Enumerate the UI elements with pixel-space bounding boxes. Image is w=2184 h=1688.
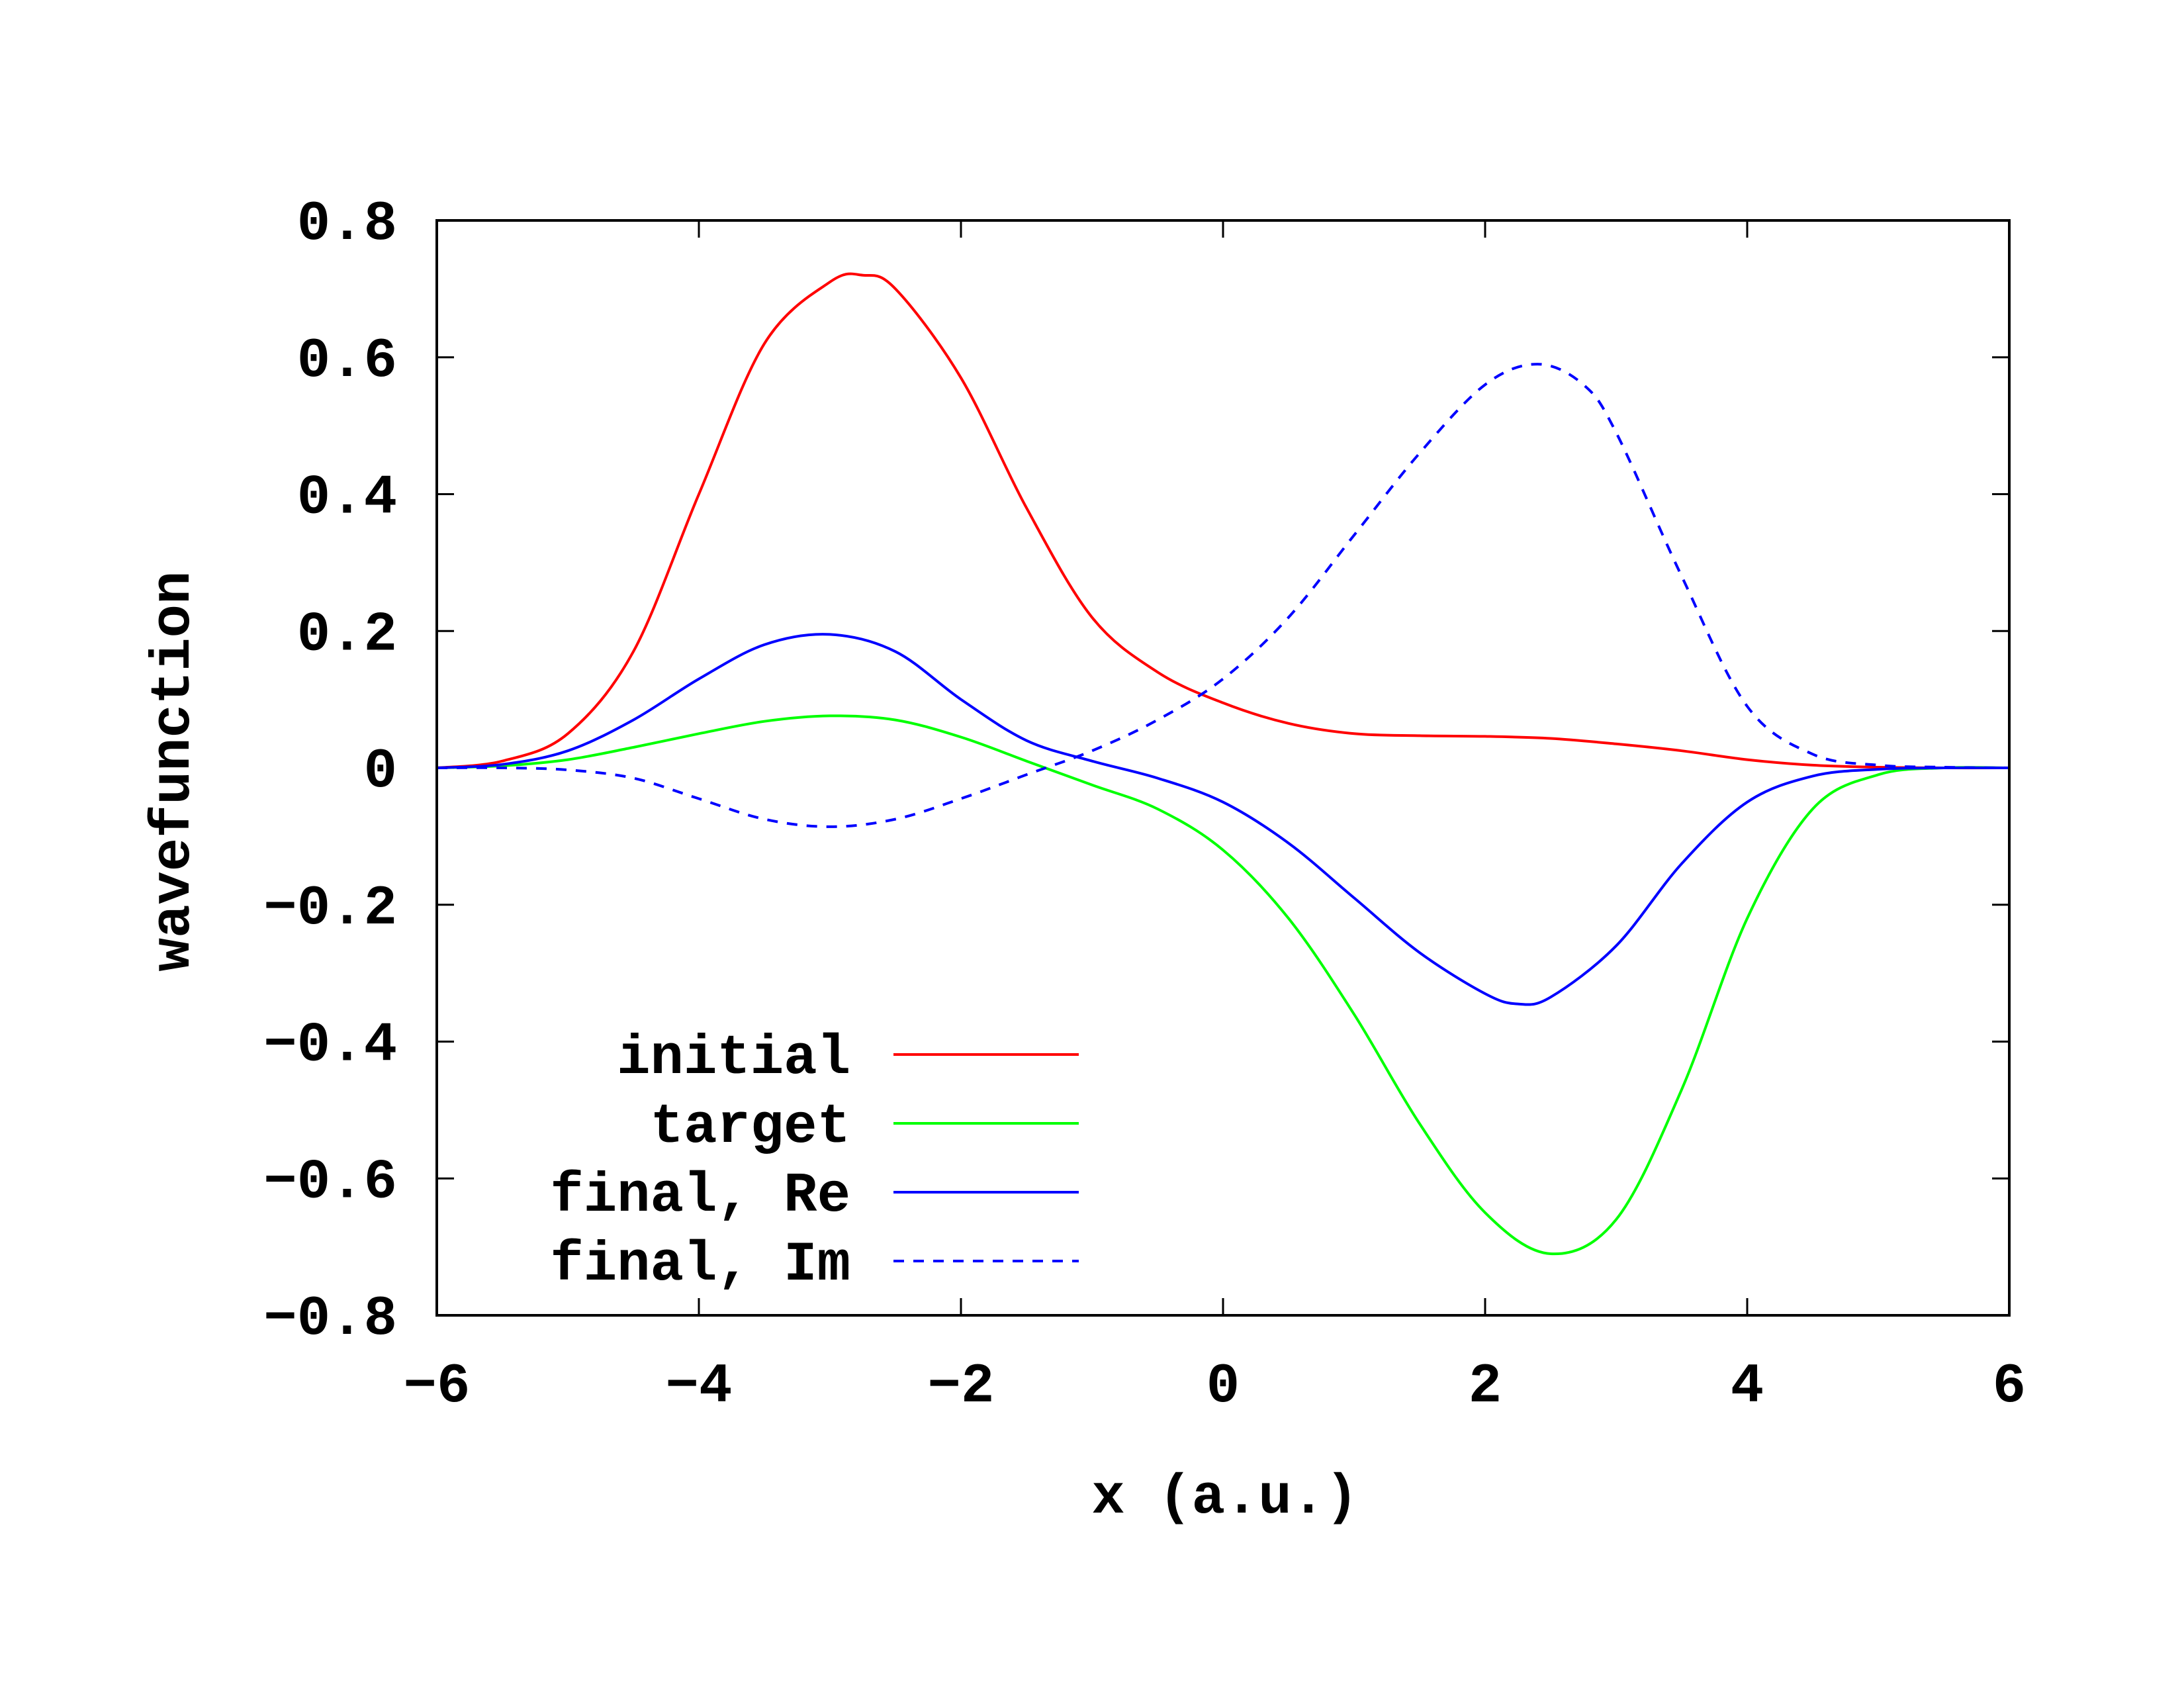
y-tick-label: −0.6 bbox=[263, 1151, 397, 1214]
x-tick-label: 0 bbox=[1206, 1356, 1240, 1419]
x-tick-label: 6 bbox=[1993, 1356, 2026, 1419]
y-tick-label: −0.8 bbox=[263, 1288, 397, 1351]
legend-label-final-im: final, Im bbox=[550, 1234, 850, 1297]
y-tick-label: 0.4 bbox=[297, 467, 397, 530]
x-tick-label: 4 bbox=[1731, 1356, 1764, 1419]
series-layer bbox=[436, 272, 2010, 1256]
legend-label-final-re: final, Re bbox=[550, 1165, 850, 1228]
y-tick-label: 0 bbox=[364, 741, 397, 804]
x-tick-label: −2 bbox=[928, 1356, 995, 1419]
y-tick-label: 0.8 bbox=[297, 193, 397, 256]
y-axis-title: wavefunction bbox=[143, 571, 206, 972]
legend-label-target: target bbox=[651, 1096, 850, 1159]
x-tick-label: −6 bbox=[404, 1356, 471, 1419]
y-tick-label: 0.6 bbox=[297, 330, 397, 393]
y-tick-labels: 0.8 0.6 0.4 0.2 0 −0.2 −0.4 −0.6 −0.8 bbox=[263, 193, 397, 1351]
x-tick-labels: −6 −4 −2 0 2 4 6 bbox=[404, 1356, 2026, 1419]
series-line-initial bbox=[436, 272, 2010, 770]
x-axis-title: x (a.u.) bbox=[1091, 1467, 1358, 1530]
series-line-final-re bbox=[436, 633, 2010, 1006]
x-tick-label: 2 bbox=[1469, 1356, 1502, 1419]
x-tick-label: −4 bbox=[666, 1356, 733, 1419]
y-tick-label: −0.4 bbox=[263, 1015, 397, 1078]
series-line-target bbox=[436, 714, 2010, 1256]
series-line-final-im bbox=[436, 363, 2010, 828]
y-tick-label: 0.2 bbox=[297, 604, 397, 667]
legend-label-initial: initial bbox=[617, 1027, 850, 1090]
plot-frame bbox=[435, 219, 2011, 1317]
y-tick-label: −0.2 bbox=[263, 878, 397, 941]
